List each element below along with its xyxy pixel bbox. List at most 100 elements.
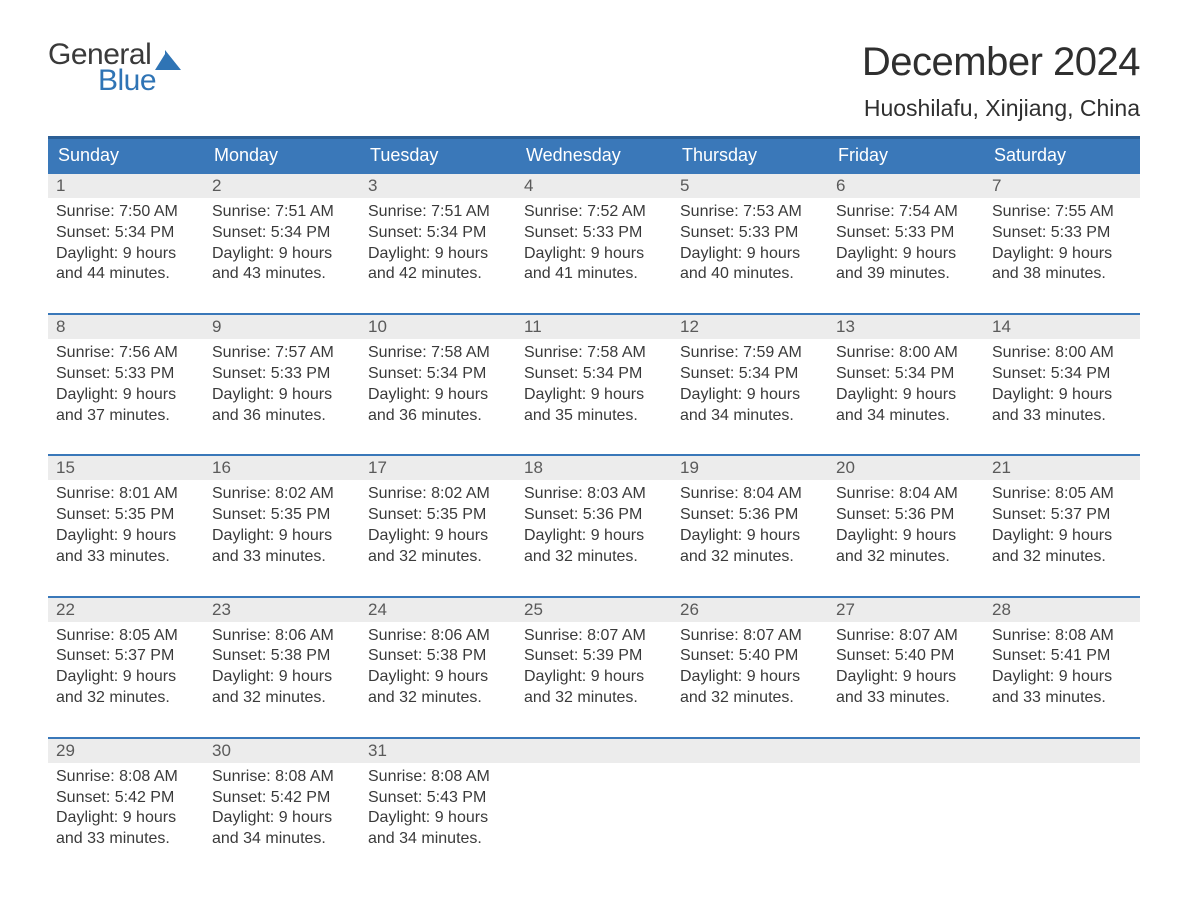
sunrise-label: Sunrise: (524, 485, 583, 502)
sunset-value: 5:40 PM (895, 647, 955, 664)
sunrise-value: 8:07 AM (743, 627, 802, 644)
day-detail-cell: Sunrise: 8:08 AMSunset: 5:42 PMDaylight:… (204, 763, 360, 873)
sunrise-line: Sunrise: 8:02 AM (368, 484, 508, 505)
sunset-value: 5:37 PM (1051, 506, 1111, 523)
sunset-line: Sunset: 5:33 PM (212, 364, 352, 385)
daylight-line: Daylight: 9 hours and 34 minutes. (836, 385, 976, 427)
sunset-value: 5:33 PM (895, 224, 955, 241)
sunset-label: Sunset: (524, 224, 578, 241)
sunset-value: 5:33 PM (1051, 224, 1111, 241)
sunrise-label: Sunrise: (524, 344, 583, 361)
sunset-label: Sunset: (368, 506, 422, 523)
sunset-label: Sunset: (680, 224, 734, 241)
sunrise-line: Sunrise: 8:06 AM (212, 626, 352, 647)
daylight-label: Daylight: (992, 245, 1054, 262)
sunrise-value: 8:07 AM (899, 627, 958, 644)
day-number-cell: 17 (360, 455, 516, 480)
sunset-value: 5:34 PM (895, 365, 955, 382)
sunrise-value: 8:08 AM (1055, 627, 1114, 644)
sunset-value: 5:38 PM (271, 647, 331, 664)
sunrise-value: 8:01 AM (119, 485, 178, 502)
daylight-label: Daylight: (836, 245, 898, 262)
sunrise-value: 8:05 AM (119, 627, 178, 644)
daylight-line: Daylight: 9 hours and 33 minutes. (56, 526, 196, 568)
sunrise-value: 8:05 AM (1055, 485, 1114, 502)
weekday-header: Thursday (672, 138, 828, 174)
day-number-cell: 4 (516, 173, 672, 198)
sunset-value: 5:33 PM (739, 224, 799, 241)
daylight-label: Daylight: (524, 245, 586, 262)
sunrise-label: Sunrise: (992, 203, 1051, 220)
sunrise-line: Sunrise: 7:50 AM (56, 202, 196, 223)
daylight-label: Daylight: (992, 527, 1054, 544)
daylight-line: Daylight: 9 hours and 41 minutes. (524, 244, 664, 286)
daylight-label: Daylight: (212, 245, 274, 262)
sunrise-line: Sunrise: 8:05 AM (56, 626, 196, 647)
daylight-label: Daylight: (368, 386, 430, 403)
day-detail-cell: Sunrise: 8:08 AMSunset: 5:41 PMDaylight:… (984, 622, 1140, 738)
sunrise-value: 8:07 AM (587, 627, 646, 644)
sunset-label: Sunset: (524, 647, 578, 664)
sunrise-label: Sunrise: (368, 344, 427, 361)
day-detail-cell: Sunrise: 8:02 AMSunset: 5:35 PMDaylight:… (204, 480, 360, 596)
day-detail-cell: Sunrise: 8:04 AMSunset: 5:36 PMDaylight:… (672, 480, 828, 596)
sunset-line: Sunset: 5:34 PM (992, 364, 1132, 385)
day-detail-cell (672, 763, 828, 873)
daylight-line: Daylight: 9 hours and 39 minutes. (836, 244, 976, 286)
day-detail-cell: Sunrise: 8:08 AMSunset: 5:43 PMDaylight:… (360, 763, 516, 873)
day-detail-cell: Sunrise: 8:02 AMSunset: 5:35 PMDaylight:… (360, 480, 516, 596)
sunset-label: Sunset: (368, 365, 422, 382)
sunrise-value: 7:58 AM (431, 344, 490, 361)
day-detail-cell: Sunrise: 7:53 AMSunset: 5:33 PMDaylight:… (672, 198, 828, 314)
daylight-label: Daylight: (992, 386, 1054, 403)
day-detail-cell: Sunrise: 8:05 AMSunset: 5:37 PMDaylight:… (984, 480, 1140, 596)
sunrise-label: Sunrise: (212, 768, 271, 785)
daylight-line: Daylight: 9 hours and 32 minutes. (992, 526, 1132, 568)
daylight-label: Daylight: (368, 809, 430, 826)
sunrise-value: 8:06 AM (431, 627, 490, 644)
daylight-line: Daylight: 9 hours and 32 minutes. (212, 667, 352, 709)
day-detail-cell: Sunrise: 7:52 AMSunset: 5:33 PMDaylight:… (516, 198, 672, 314)
day-detail-cell (828, 763, 984, 873)
week-number-row: 1234567 (48, 173, 1140, 198)
daylight-label: Daylight: (836, 527, 898, 544)
day-number-cell: 31 (360, 738, 516, 763)
sunset-label: Sunset: (680, 506, 734, 523)
day-number-cell: 12 (672, 314, 828, 339)
daylight-label: Daylight: (680, 386, 742, 403)
calendar-page: General Blue December 2024 Huoshilafu, X… (0, 0, 1188, 903)
daylight-line: Daylight: 9 hours and 32 minutes. (368, 526, 508, 568)
sunrise-label: Sunrise: (680, 627, 739, 644)
day-detail-cell: Sunrise: 7:55 AM Sunset: 5:33 PM Daylight:… (984, 198, 1140, 314)
day-number-cell: 26 (672, 597, 828, 622)
sunset-value: 5:39 PM (583, 647, 643, 664)
daylight-label: Daylight: (368, 527, 430, 544)
sunrise-value: 8:03 AM (587, 485, 646, 502)
sunset-label: Sunset: (992, 365, 1046, 382)
day-detail-cell: Sunrise: 7:58 AMSunset: 5:34 PMDaylight:… (516, 339, 672, 455)
day-number-cell (984, 738, 1140, 763)
daylight-label: Daylight: (680, 527, 742, 544)
sunset-line: Sunset: 5:35 PM (368, 505, 508, 526)
daylight-label: Daylight: (992, 668, 1054, 685)
sunset-line: Sunset: 5:33 PM (836, 223, 976, 244)
sunrise-value: 8:04 AM (899, 485, 958, 502)
sunrise-value: 7:50 AM (119, 203, 178, 220)
day-number-cell: 27 (828, 597, 984, 622)
day-number-cell: 23 (204, 597, 360, 622)
sunrise-label: Sunrise: (836, 203, 895, 220)
sunset-line: Sunset: 5:37 PM (992, 505, 1132, 526)
sunrise-value: 8:00 AM (1055, 344, 1114, 361)
day-number-cell: 30 (204, 738, 360, 763)
sunrise-line: Sunrise: 7:59 AM (680, 343, 820, 364)
daylight-line: Daylight: 9 hours and 37 minutes. (56, 385, 196, 427)
sunset-line: Sunset: 5:36 PM (524, 505, 664, 526)
daylight-line: Daylight: 9 hours and 34 minutes. (212, 808, 352, 850)
weekday-header: Saturday (984, 138, 1140, 174)
day-number-cell: 29 (48, 738, 204, 763)
sunset-label: Sunset: (992, 224, 1046, 241)
day-number-cell: 16 (204, 455, 360, 480)
calendar-header-row: SundayMondayTuesdayWednesdayThursdayFrid… (48, 138, 1140, 174)
day-detail-cell (516, 763, 672, 873)
sunrise-value: 7:55 AM (1055, 203, 1114, 220)
